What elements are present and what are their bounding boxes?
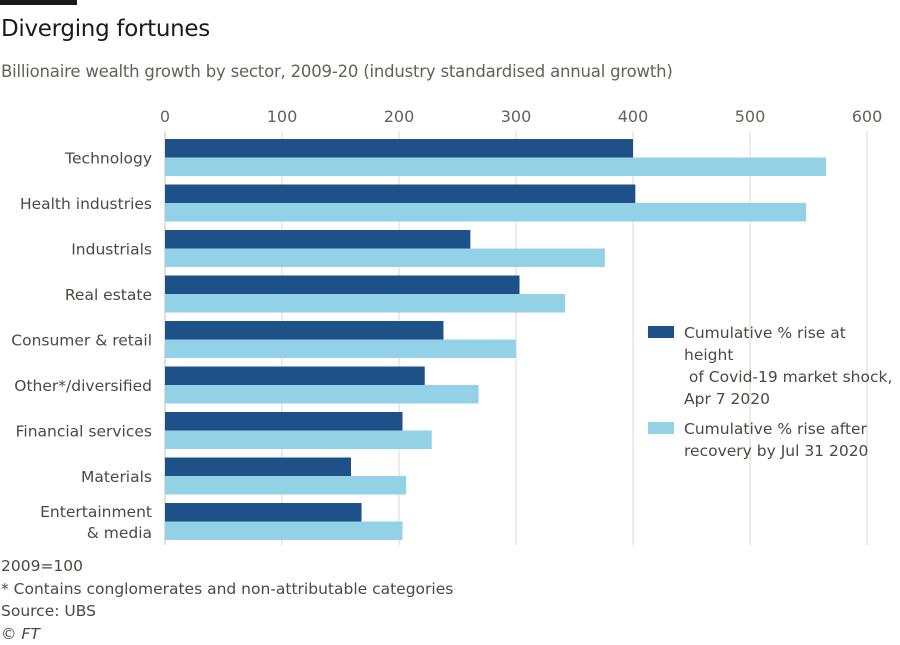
bar-shock — [165, 321, 443, 340]
category-label: Materials — [81, 468, 152, 486]
category-label: Industrials — [71, 241, 152, 259]
legend-label-line: Cumulative % rise at height — [684, 322, 900, 366]
x-tick-label: 500 — [735, 107, 766, 126]
legend-item-shock: Cumulative % rise at height of Covid-19 … — [648, 322, 900, 410]
category-label: Real estate — [65, 286, 152, 304]
bar-recovery — [165, 431, 432, 450]
x-tick-label: 200 — [384, 107, 415, 126]
legend-label-line: Apr 7 2020 — [684, 388, 900, 410]
bar-shock — [165, 503, 362, 522]
bar-shock — [165, 458, 351, 477]
bar-recovery — [165, 385, 479, 404]
legend-swatch-recovery — [648, 422, 674, 434]
bar-shock — [165, 139, 633, 158]
bar-shock — [165, 230, 470, 249]
category-label: & media — [87, 524, 152, 542]
bar-shock — [165, 412, 403, 431]
category-label: Consumer & retail — [11, 332, 152, 350]
category-label: Health industries — [20, 195, 152, 213]
legend-item-recovery: Cumulative % rise after recovery by Jul … — [648, 418, 900, 462]
legend-label-line: recovery by Jul 31 2020 — [684, 440, 900, 462]
x-tick-label: 0 — [160, 107, 170, 126]
bar-recovery — [165, 158, 826, 177]
bar-recovery — [165, 340, 516, 359]
bar-recovery — [165, 522, 403, 541]
source-note: Source: UBS — [1, 600, 453, 623]
legend-label-line: Cumulative % rise after — [684, 418, 900, 440]
bar-recovery — [165, 294, 565, 313]
bar-recovery — [165, 249, 605, 268]
legend-label-line: of Covid-19 market shock, — [684, 366, 900, 388]
footnote: * Contains conglomerates and non-attribu… — [1, 578, 453, 601]
category-label: Entertainment — [40, 503, 152, 521]
x-tick-label: 600 — [852, 107, 883, 126]
category-label: Technology — [64, 150, 152, 168]
category-label: Financial services — [16, 423, 152, 441]
legend-swatch-shock — [648, 326, 674, 338]
bar-recovery — [165, 476, 406, 495]
copyright: © FT — [1, 623, 453, 645]
bar-recovery — [165, 203, 806, 222]
x-tick-label: 100 — [267, 107, 298, 126]
category-label: Other*/diversified — [14, 377, 152, 395]
x-tick-label: 400 — [618, 107, 649, 126]
bar-shock — [165, 276, 520, 295]
bar-shock — [165, 367, 425, 386]
chart-footer: 2009=100 * Contains conglomerates and no… — [1, 555, 453, 645]
x-tick-label: 300 — [501, 107, 532, 126]
legend: Cumulative % rise at height of Covid-19 … — [648, 322, 900, 470]
bar-shock — [165, 185, 635, 204]
base-note: 2009=100 — [1, 555, 453, 578]
